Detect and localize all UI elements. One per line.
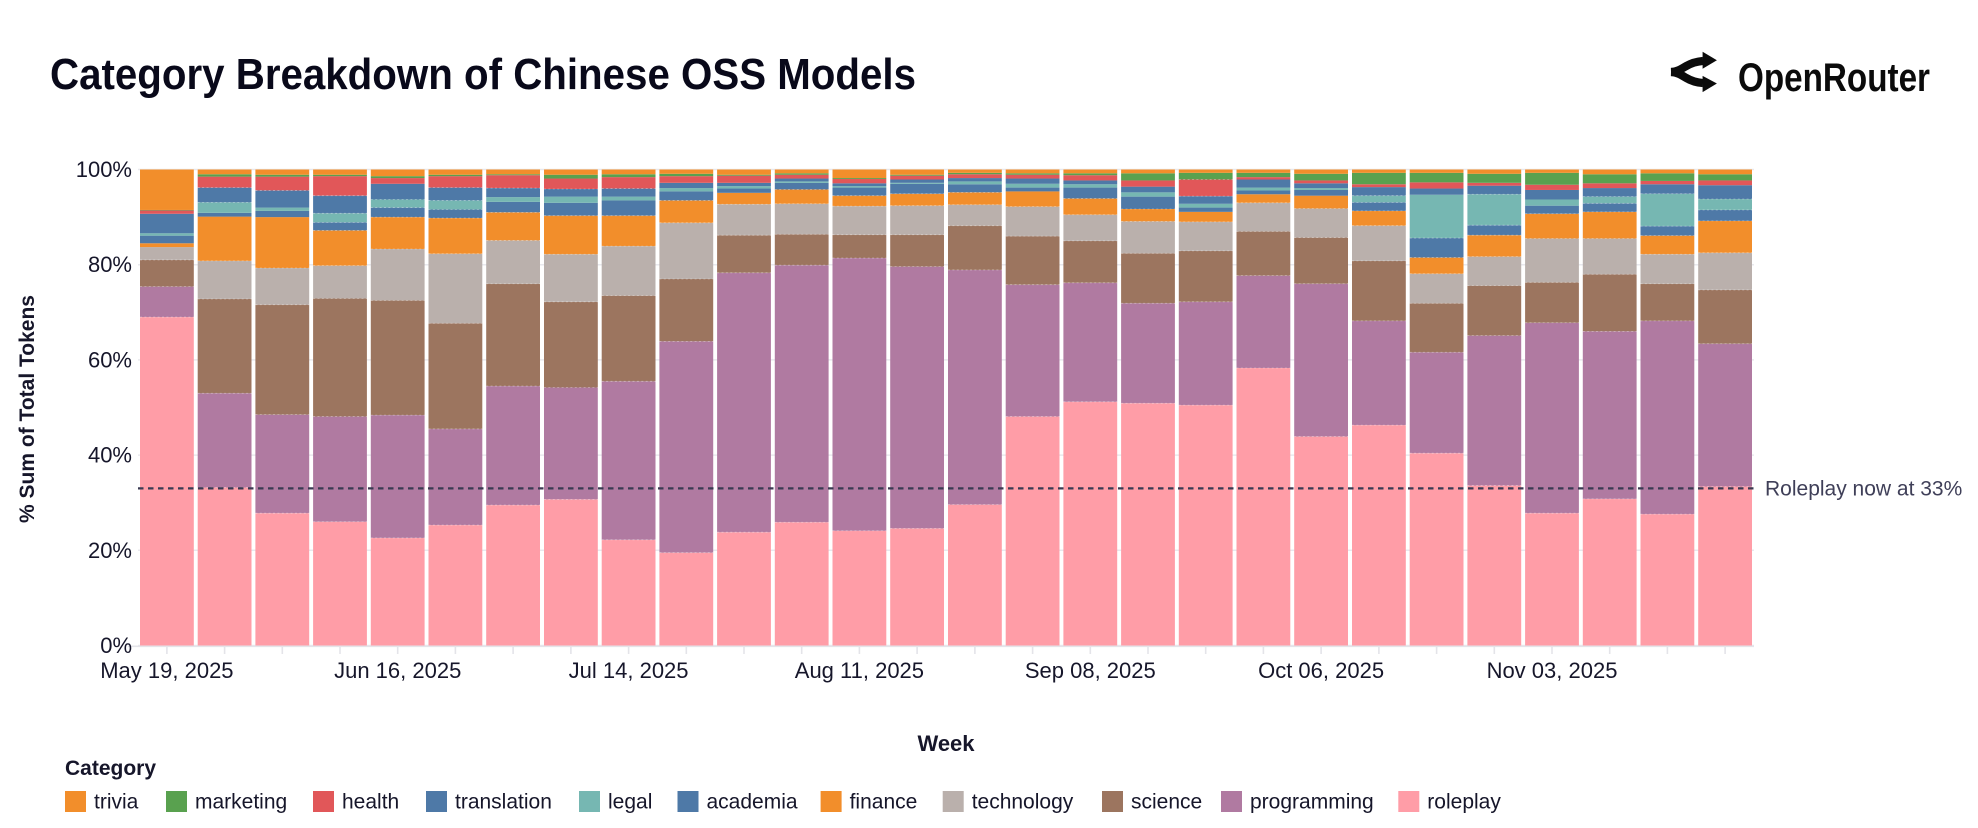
svg-text:100%: 100% (76, 157, 132, 182)
svg-text:Week: Week (917, 731, 975, 756)
svg-text:Sep 08, 2025: Sep 08, 2025 (1025, 658, 1156, 683)
svg-text:20%: 20% (88, 538, 132, 563)
svg-text:health: health (342, 791, 399, 814)
svg-text:Oct 06, 2025: Oct 06, 2025 (1258, 658, 1384, 683)
svg-text:marketing: marketing (195, 791, 287, 814)
svg-text:technology: technology (972, 791, 1074, 814)
svg-text:translation: translation (455, 791, 552, 814)
svg-text:Category: Category (65, 757, 156, 780)
svg-text:0%: 0% (100, 633, 132, 658)
svg-text:Aug 11, 2025: Aug 11, 2025 (795, 658, 924, 683)
svg-text:Roleplay now at 33%: Roleplay now at 33% (1765, 477, 1962, 500)
svg-text:May 19, 2025: May 19, 2025 (100, 658, 233, 683)
svg-text:60%: 60% (88, 347, 132, 372)
svg-text:Jul 14, 2025: Jul 14, 2025 (569, 658, 689, 683)
svg-text:finance: finance (850, 791, 918, 814)
svg-text:40%: 40% (88, 443, 132, 468)
svg-text:% Sum of Total Tokens: % Sum of Total Tokens (16, 295, 39, 523)
svg-text:Category Breakdown of Chinese: Category Breakdown of Chinese OSS Models (50, 50, 916, 99)
svg-text:legal: legal (608, 791, 652, 814)
svg-text:academia: academia (707, 791, 798, 814)
svg-text:programming: programming (1250, 791, 1374, 814)
svg-text:science: science (1131, 791, 1202, 814)
svg-text:Jun 16, 2025: Jun 16, 2025 (334, 658, 461, 683)
svg-text:trivia: trivia (94, 791, 139, 814)
svg-text:roleplay: roleplay (1427, 791, 1501, 814)
svg-text:80%: 80% (88, 252, 132, 277)
svg-text:OpenRouter: OpenRouter (1738, 56, 1930, 100)
svg-text:Nov 03, 2025: Nov 03, 2025 (1487, 658, 1618, 683)
